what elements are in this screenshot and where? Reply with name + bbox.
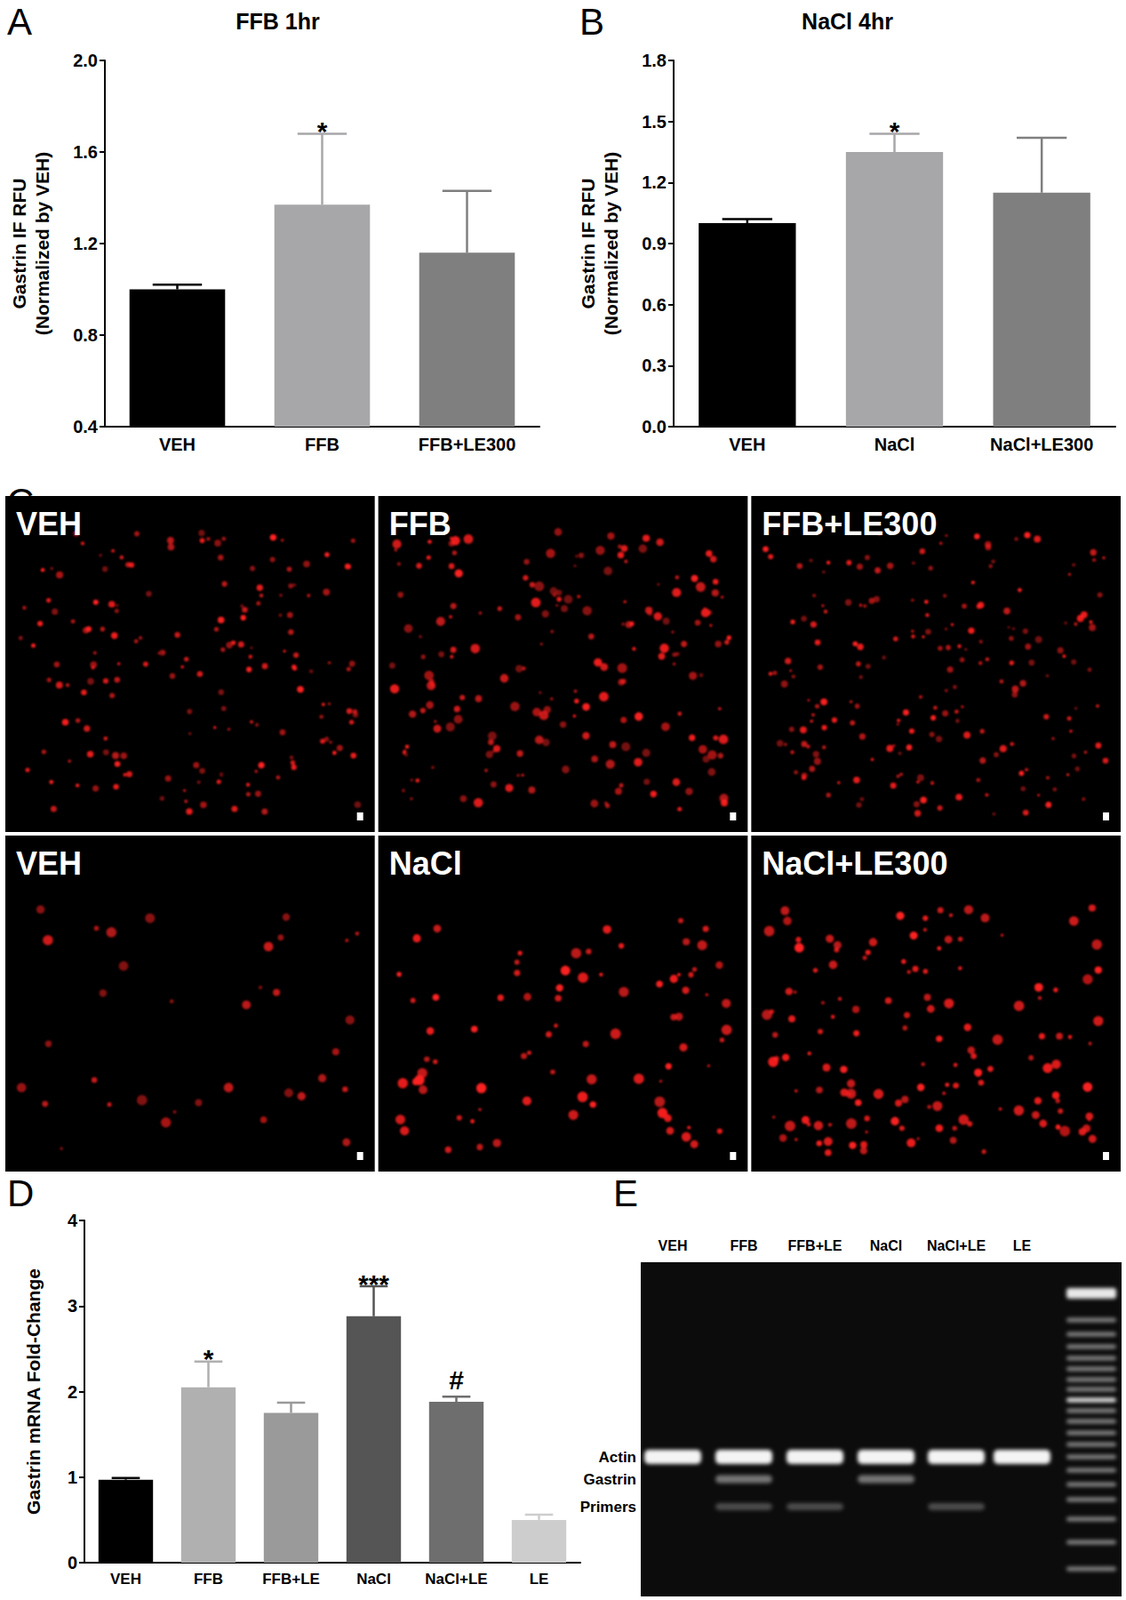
html-text:C: C: [7, 480, 35, 523]
html-text:A: A: [7, 0, 32, 43]
svg-text:NaCl 4hr: NaCl 4hr: [801, 8, 894, 34]
svg-text:FFB: FFB: [193, 1570, 224, 1588]
svg-text:LE: LE: [1013, 1237, 1032, 1254]
svg-text:FFB+LE300: FFB+LE300: [761, 505, 937, 543]
svg-text:0.9: 0.9: [641, 233, 667, 254]
svg-text:(Normalized by VEH): (Normalized by VEH): [31, 151, 53, 336]
svg-text:NaCl+LE: NaCl+LE: [926, 1237, 987, 1254]
html-text:E: E: [613, 1172, 639, 1214]
svg-text:1.2: 1.2: [72, 233, 98, 254]
html-text:B: B: [579, 0, 605, 43]
html-text:D: D: [7, 1172, 35, 1214]
svg-text:0.4: 0.4: [72, 416, 99, 437]
svg-text:1: 1: [67, 1467, 78, 1487]
svg-text:NaCl: NaCl: [870, 1237, 903, 1254]
svg-text:NaCl+LE: NaCl+LE: [424, 1570, 488, 1588]
svg-text:VEH: VEH: [159, 434, 196, 455]
svg-text:NaCl: NaCl: [356, 1570, 392, 1588]
svg-text:FFB+LE: FFB+LE: [262, 1570, 320, 1588]
svg-text:*: *: [889, 116, 901, 146]
svg-text:Primers: Primers: [580, 1498, 637, 1516]
svg-text:FFB+LE: FFB+LE: [788, 1237, 843, 1254]
svg-text:Gastrin IF RFU: Gastrin IF RFU: [577, 177, 599, 309]
svg-text:FFB 1hr: FFB 1hr: [235, 8, 320, 34]
svg-text:FFB: FFB: [304, 434, 340, 455]
svg-text:NaCl: NaCl: [389, 845, 463, 882]
svg-text:Gastrin mRNA Fold-Change: Gastrin mRNA Fold-Change: [23, 1268, 44, 1515]
svg-text:FFB+LE300: FFB+LE300: [418, 434, 516, 455]
svg-text:1.2: 1.2: [641, 172, 667, 192]
svg-text:0.0: 0.0: [641, 416, 667, 437]
svg-text:VEH: VEH: [110, 1570, 142, 1588]
svg-text:Gastrin IF RFU: Gastrin IF RFU: [8, 177, 30, 309]
svg-text:VEH: VEH: [658, 1237, 688, 1254]
svg-text:1.5: 1.5: [641, 111, 667, 132]
svg-text:NaCl+LE300: NaCl+LE300: [990, 434, 1094, 455]
svg-text:LE: LE: [529, 1570, 550, 1588]
svg-text:0: 0: [67, 1552, 78, 1573]
svg-text:NaCl+LE300: NaCl+LE300: [761, 845, 948, 882]
svg-text:#: #: [448, 1365, 464, 1395]
svg-text:2.0: 2.0: [72, 50, 98, 71]
svg-text:Gastrin: Gastrin: [582, 1470, 637, 1488]
svg-text:***: ***: [358, 1269, 390, 1299]
svg-text:VEH: VEH: [15, 505, 82, 543]
svg-text:(Normalized by VEH): (Normalized by VEH): [600, 151, 622, 336]
svg-text:3: 3: [67, 1295, 78, 1316]
svg-text:0.3: 0.3: [641, 355, 667, 376]
svg-text:0.6: 0.6: [641, 295, 667, 315]
svg-text:*: *: [203, 1343, 215, 1374]
svg-text:0.8: 0.8: [72, 325, 98, 345]
svg-text:1.8: 1.8: [641, 50, 667, 71]
svg-text:*: *: [317, 116, 328, 146]
svg-text:FFB: FFB: [389, 505, 452, 543]
svg-text:NaCl: NaCl: [874, 434, 916, 455]
svg-text:FFB: FFB: [729, 1237, 758, 1254]
svg-text:1.6: 1.6: [72, 142, 98, 162]
svg-text:4: 4: [67, 1210, 79, 1230]
svg-text:Actin: Actin: [598, 1448, 638, 1466]
svg-text:VEH: VEH: [728, 434, 766, 455]
svg-text:2: 2: [67, 1381, 78, 1402]
svg-text:VEH: VEH: [15, 845, 82, 882]
